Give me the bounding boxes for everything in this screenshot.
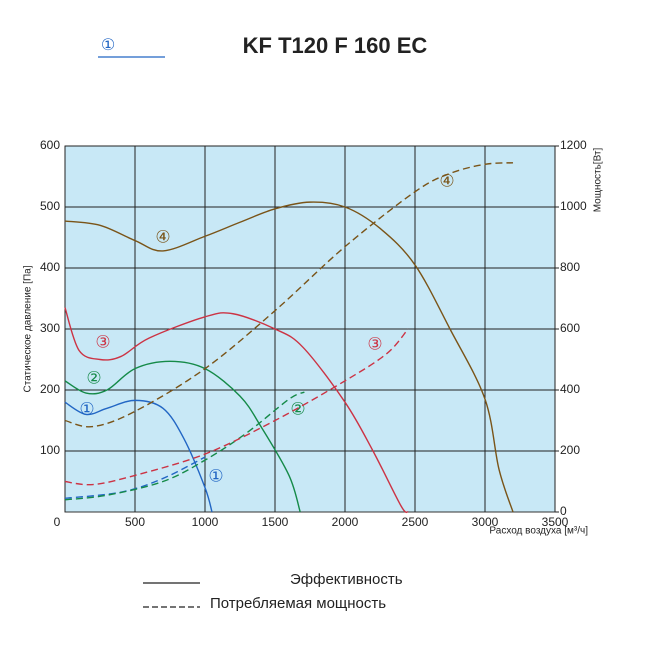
model-marker: ① [101,37,115,54]
x-tick-label: 3000 [472,515,499,529]
y-tick-label: 100 [40,443,60,457]
series-line [64,201,514,513]
series-label: ③ [95,332,110,351]
series-label: ① [79,399,94,418]
series-line [64,360,301,513]
y-tick-label: 200 [40,382,60,396]
x-tick-label: 2000 [332,515,359,529]
x-tick-label: 3500 [542,515,569,529]
y-axis-title: Статическое давление [Па] [23,265,34,392]
series-label: ④ [155,227,170,246]
y2-tick-label: 400 [560,382,580,396]
y2-tick-label: 200 [560,443,580,457]
series-line [64,162,514,428]
series-line [64,399,213,513]
legend-label: Эффективность [290,571,403,588]
series-line [64,307,409,514]
y-tick-label: 300 [40,321,60,335]
chart-title: KF T120 F 160 EC [243,33,428,58]
x-tick-label: 1500 [262,515,289,529]
x-tick-label: 1000 [192,515,219,529]
series-label: ① [208,466,223,485]
series-line [64,391,305,501]
series-label: ③ [367,334,382,353]
x-axis-title: Расход воздуха [м³/ч] [489,526,588,537]
legend-label: Потребляемая мощность [210,595,386,612]
series-label: ② [86,368,101,387]
x-tick-label: 500 [125,515,145,529]
y2-tick-label: 1200 [560,138,587,152]
y2-tick-label: 800 [560,260,580,274]
y-tick-label: 500 [40,199,60,213]
y2-tick-label: 0 [560,504,567,518]
series-line [64,328,409,486]
series-label: ④ [439,171,454,190]
y2-axis-title: Мощность[Вт] [593,147,604,212]
x-tick-label: 0 [54,515,61,529]
y-tick-label: 400 [40,260,60,274]
y2-tick-label: 600 [560,321,580,335]
series-line [64,456,206,499]
y-tick-label: 600 [40,138,60,152]
x-tick-label: 2500 [402,515,429,529]
series-label: ② [290,399,305,418]
y2-tick-label: 1000 [560,199,587,213]
